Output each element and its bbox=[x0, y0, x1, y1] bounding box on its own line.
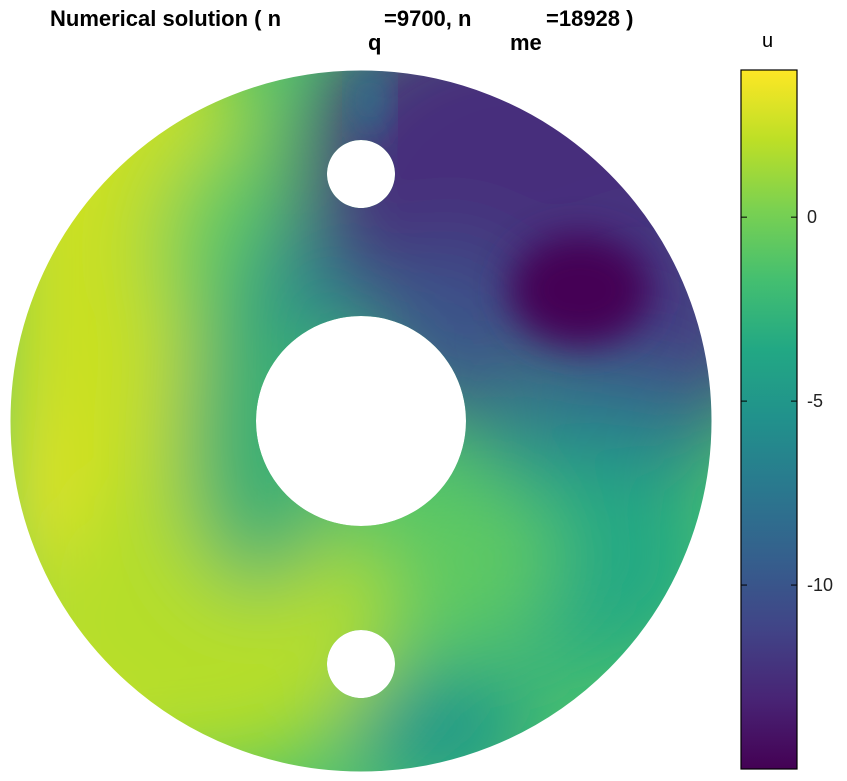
title-subscript-q: q bbox=[368, 30, 382, 55]
colorbar-gradient bbox=[740, 69, 798, 770]
colorbar-label: u bbox=[762, 30, 774, 52]
colorbar-tick-label: -10 bbox=[807, 575, 833, 595]
title-subscript-me: me bbox=[510, 30, 542, 55]
colorbar-tick-label: -5 bbox=[807, 391, 823, 411]
title-main: Numerical solution ( n bbox=[50, 6, 282, 31]
colorbar-tick-label: 0 bbox=[807, 207, 817, 227]
title-middle: =9700, n bbox=[384, 6, 472, 31]
chart-title: Numerical solution ( n q =9700, n me =18… bbox=[50, 4, 690, 55]
colorbar-ticks: 0 -5 -10 bbox=[741, 207, 833, 595]
title-end: =18928 ) bbox=[546, 6, 634, 31]
